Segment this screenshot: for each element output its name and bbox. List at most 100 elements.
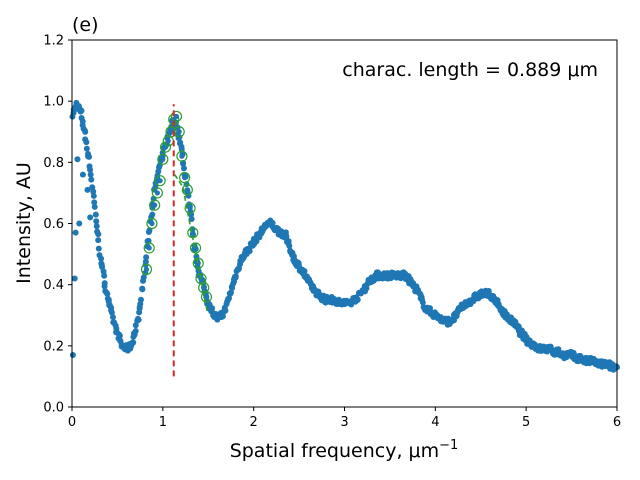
data-point xyxy=(95,245,102,252)
highlight-ring xyxy=(176,150,188,162)
y-tick-label: 1.0 xyxy=(43,95,64,110)
highlight-ring xyxy=(140,263,153,275)
data-point xyxy=(95,231,102,238)
highlight-point xyxy=(165,138,171,144)
outlier-point xyxy=(69,352,76,359)
outlier-point xyxy=(72,229,79,236)
data-point xyxy=(104,290,111,297)
data-point xyxy=(82,128,89,135)
highlight-point xyxy=(179,153,185,159)
x-tick-label: 6 xyxy=(613,415,621,430)
data-point xyxy=(116,332,123,339)
data-point xyxy=(90,188,97,195)
data-point xyxy=(87,171,94,178)
x-tick-label: 2 xyxy=(250,415,258,430)
data-point xyxy=(108,309,115,316)
x-tick-label: 0 xyxy=(68,415,76,430)
data-point xyxy=(139,286,146,293)
x-axis-title-exponent: −1 xyxy=(439,438,458,453)
characteristic-length-annotation: charac. length = 0.889 μm xyxy=(342,59,598,81)
x-axis: 0 1 2 3 4 5 6 xyxy=(68,407,621,430)
data-point xyxy=(88,176,95,183)
highlight-point xyxy=(154,190,160,196)
highlight-ring xyxy=(149,199,161,211)
y-tick-label: 0.2 xyxy=(43,339,64,354)
data-point xyxy=(301,268,308,275)
highlight-point xyxy=(176,129,182,135)
data-point xyxy=(83,145,90,152)
x-tick-label: 3 xyxy=(340,415,348,430)
data-point xyxy=(101,272,108,279)
outlier-point xyxy=(87,214,94,221)
data-point xyxy=(188,216,195,223)
y-tick-label: 0.8 xyxy=(43,156,64,171)
outlier-point xyxy=(71,275,78,282)
data-point xyxy=(86,153,93,160)
data-point xyxy=(83,139,90,146)
highlight-ring xyxy=(184,202,196,214)
highlight-ring xyxy=(181,184,193,196)
x-axis-title: Spatial frequency, μm−1 xyxy=(230,438,459,462)
x-tick-label: 1 xyxy=(159,415,167,430)
outlier-point xyxy=(74,156,81,163)
data-point xyxy=(419,299,426,306)
y-tick-label: 1.2 xyxy=(43,34,64,49)
outlier-point xyxy=(76,220,83,227)
outlier-point xyxy=(79,171,86,178)
data-point xyxy=(92,211,99,218)
data-point xyxy=(145,237,152,244)
overlay-layer xyxy=(140,104,213,377)
outlier-point xyxy=(84,186,91,193)
data-point xyxy=(209,305,216,312)
highlight-point xyxy=(157,178,163,184)
data-point xyxy=(143,254,150,261)
fit-line xyxy=(173,174,209,313)
highlight-point xyxy=(152,202,158,208)
data-point xyxy=(90,192,97,199)
data-point xyxy=(130,339,137,346)
highlight-ring xyxy=(179,172,191,184)
x-tick-label: 4 xyxy=(431,415,439,430)
highlight-ring xyxy=(157,153,169,165)
data-point xyxy=(87,166,94,173)
x-tick-label: 5 xyxy=(522,415,530,430)
data-point xyxy=(142,258,149,265)
y-tick-label: 0.4 xyxy=(43,278,64,293)
data-point xyxy=(354,296,361,303)
data-point xyxy=(91,203,98,210)
data-point xyxy=(93,223,100,230)
data-point xyxy=(219,313,226,320)
highlight-point xyxy=(173,113,180,120)
highlight-point xyxy=(182,175,188,181)
highlight-point xyxy=(160,156,166,162)
x-axis-title-main: Spatial frequency, μm xyxy=(230,440,439,462)
y-tick-label: 0.6 xyxy=(43,217,64,232)
data-point xyxy=(132,328,139,335)
data-point xyxy=(222,307,229,314)
data-point xyxy=(269,219,276,226)
data-point xyxy=(140,274,147,281)
data-point xyxy=(99,263,106,270)
highlight-ring xyxy=(146,217,158,230)
highlight-point xyxy=(143,266,150,272)
highlight-ring xyxy=(143,242,155,254)
highlight-point xyxy=(184,187,190,193)
highlight-point xyxy=(149,220,155,227)
data-point xyxy=(180,160,187,167)
data-point xyxy=(136,305,143,312)
y-tick-label: 0.0 xyxy=(43,401,64,416)
data-point xyxy=(95,237,102,244)
y-axis: 0.0 0.2 0.4 0.6 0.8 1.0 1.2 xyxy=(43,34,72,416)
data-point xyxy=(93,218,100,225)
highlight-point xyxy=(146,245,152,251)
highlight-point xyxy=(168,129,174,135)
data-point xyxy=(98,255,105,262)
data-point xyxy=(109,314,116,321)
data-point xyxy=(286,242,293,249)
highlight-ring xyxy=(154,175,166,187)
data-point xyxy=(137,296,144,303)
highlight-point xyxy=(187,205,193,211)
data-point xyxy=(78,107,85,114)
data-point xyxy=(91,199,98,206)
